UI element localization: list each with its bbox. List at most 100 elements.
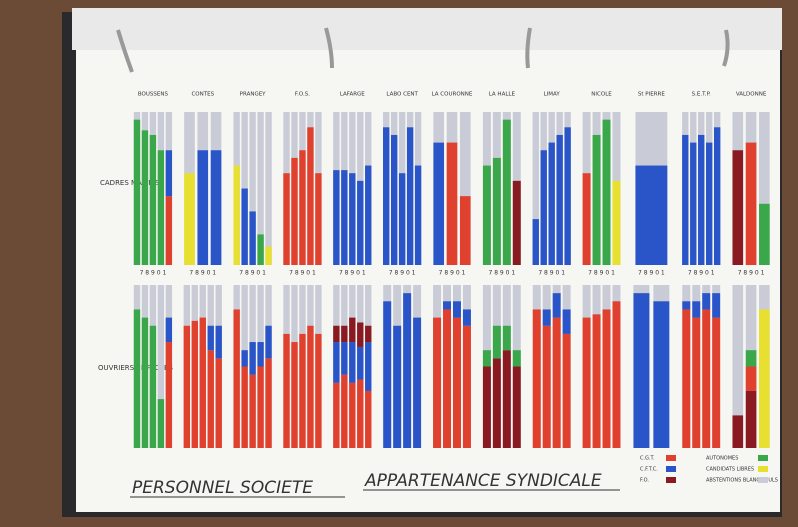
- bar-segment: [299, 150, 306, 265]
- row-label: CADRES MAITRISE: [100, 179, 164, 187]
- group-label: LA COURONNE: [432, 92, 473, 98]
- group-label: St PIERRE: [638, 92, 665, 98]
- bar-segment: [653, 301, 670, 448]
- group-label: BOUSSENS: [138, 92, 169, 98]
- legend-label: F.O.: [640, 478, 649, 484]
- bar-segment: [582, 173, 591, 265]
- bar-segment: [562, 333, 571, 448]
- bar-background: [732, 285, 744, 448]
- bar-segment: [341, 325, 348, 343]
- bar-segment: [635, 165, 668, 265]
- bar-segment: [414, 165, 422, 265]
- bar-segment: [291, 157, 298, 265]
- bar-segment: [692, 301, 701, 318]
- bar-segment: [482, 350, 491, 367]
- bar-segment: [141, 130, 149, 265]
- bar-segment: [562, 309, 571, 334]
- bar-segment: [702, 293, 711, 310]
- bar-segment: [462, 309, 471, 326]
- page: [76, 50, 780, 512]
- bar-segment: [133, 309, 141, 448]
- year-labels: 7 8 9 0 1: [389, 270, 416, 277]
- legend-swatch: [758, 477, 768, 483]
- bar-segment: [745, 350, 757, 367]
- bar-segment: [365, 342, 372, 391]
- bar-segment: [532, 309, 541, 448]
- subtitle: APPARTENANCE SYNDICALE: [364, 471, 602, 491]
- year-labels: 7 8 9 0 1: [738, 270, 765, 277]
- bar-segment: [349, 173, 356, 265]
- title: PERSONNEL SOCIETE: [132, 478, 313, 498]
- bar-segment: [602, 119, 611, 266]
- bar-segment: [241, 188, 248, 265]
- bar-segment: [698, 134, 705, 265]
- bar-segment: [433, 142, 445, 265]
- bar-segment: [333, 382, 340, 448]
- legend-swatch: [666, 455, 676, 461]
- year-labels: 7 8 9 0 1: [189, 270, 216, 277]
- bar-segment: [333, 170, 340, 265]
- bar-segment: [512, 366, 521, 448]
- bar-segment: [341, 342, 348, 375]
- bar-segment: [165, 317, 173, 343]
- bar-segment: [512, 180, 521, 265]
- year-labels: 7 8 9 0 1: [638, 270, 665, 277]
- legend-swatch: [758, 455, 768, 461]
- bar-background: [257, 112, 264, 265]
- bar-segment: [462, 325, 471, 448]
- bar-segment: [257, 366, 264, 448]
- bar-segment: [492, 157, 501, 265]
- bar-segment: [682, 309, 691, 448]
- bar-segment: [283, 333, 290, 448]
- year-labels: 7 8 9 0 1: [488, 270, 515, 277]
- bar-segment: [633, 293, 650, 448]
- bar-segment: [745, 366, 757, 391]
- bar-segment: [307, 325, 314, 448]
- legend-swatch: [666, 477, 676, 483]
- bar-segment: [349, 382, 356, 448]
- bar-background: [265, 112, 272, 265]
- bar-segment: [702, 309, 711, 448]
- bar-segment: [542, 309, 551, 326]
- bar-segment: [333, 325, 340, 343]
- bar-segment: [365, 390, 372, 448]
- bar-segment: [692, 317, 701, 448]
- bar-segment: [299, 333, 306, 448]
- bar-segment: [357, 379, 364, 448]
- bar-segment: [333, 342, 340, 383]
- bar-segment: [406, 127, 414, 265]
- year-labels: 7 8 9 0 1: [239, 270, 266, 277]
- bar-segment: [452, 317, 461, 448]
- bar-segment: [602, 309, 611, 448]
- bar-segment: [283, 173, 290, 265]
- ring: [722, 29, 730, 67]
- bar-segment: [191, 320, 198, 448]
- bar-segment: [349, 317, 356, 343]
- group-label: LIMAY: [544, 92, 561, 98]
- group-label: VALDONNE: [736, 92, 767, 98]
- bar-segment: [390, 134, 398, 265]
- bar-segment: [165, 342, 173, 448]
- group-label: F.O.S.: [295, 92, 310, 98]
- bar-segment: [443, 309, 452, 448]
- legend-swatch: [758, 466, 768, 472]
- bar-segment: [207, 325, 214, 351]
- bar-segment: [759, 203, 770, 265]
- bar-segment: [265, 246, 272, 265]
- group-label: S.E.T.P.: [692, 92, 711, 98]
- bar-background: [459, 112, 471, 265]
- legend-label: CANDIDATS LIBRES: [706, 467, 754, 473]
- bar-background: [759, 112, 770, 265]
- bar-segment: [349, 342, 356, 383]
- bar-segment: [413, 317, 422, 448]
- bar-segment: [249, 374, 256, 448]
- ring: [116, 29, 134, 73]
- bar-background: [157, 285, 165, 448]
- group-label: LA HALLE: [489, 92, 516, 98]
- bar-segment: [732, 415, 744, 448]
- group-label: LAFARGE: [340, 92, 365, 98]
- legend-swatch: [666, 466, 676, 472]
- bar-segment: [141, 317, 149, 448]
- bar-segment: [482, 165, 491, 265]
- year-labels: 7 8 9 0 1: [140, 270, 167, 277]
